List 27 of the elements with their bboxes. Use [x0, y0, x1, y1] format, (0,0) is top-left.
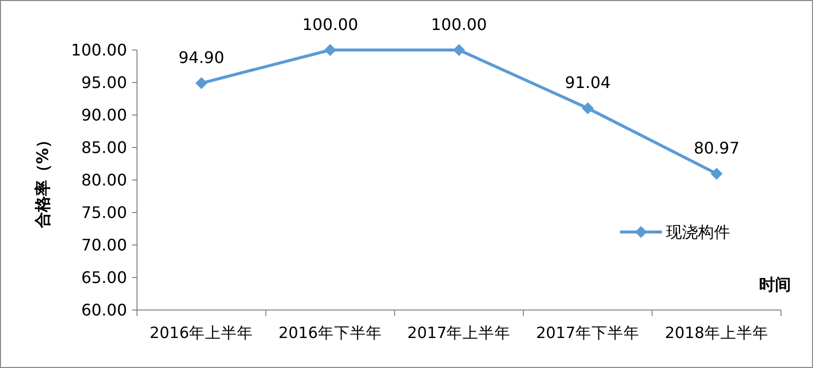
y-tick-label: 85.00 — [81, 138, 127, 158]
x-axis-title: 时间 — [759, 275, 791, 294]
text: 100.00 — [302, 15, 358, 34]
text: 80.97 — [694, 138, 740, 158]
x-tick-label: 2016年下半年 — [278, 324, 382, 342]
x-tick-label: 2016年上半年 — [150, 324, 254, 342]
y-tick-label: 70.00 — [81, 236, 127, 255]
x-tick-label: 2017年下半年 — [536, 324, 640, 342]
point — [453, 44, 465, 56]
x-tick-label: 2018年上半年 — [664, 324, 768, 342]
point — [195, 77, 208, 90]
y-tick-label: 60.00 — [81, 300, 127, 320]
y-tick-label: 100.00 — [71, 40, 127, 60]
text: 91.04 — [564, 73, 611, 92]
y-axis-title: 合格率（%） — [33, 132, 52, 230]
legend-label: 现浇构件 — [666, 222, 730, 242]
y-tick-label: 95.00 — [81, 73, 127, 92]
y-tick-label: 75.00 — [81, 203, 127, 222]
y-tick-label: 90.00 — [81, 106, 127, 125]
point — [324, 44, 336, 56]
y-tick-label: 65.00 — [81, 268, 127, 288]
text: 100.00 — [431, 15, 487, 34]
x-tick-label: 2017年上半年 — [407, 324, 511, 342]
point — [710, 168, 723, 180]
y-tick-label: 80.00 — [81, 170, 127, 190]
point — [582, 102, 594, 114]
text: 94.90 — [178, 48, 224, 68]
